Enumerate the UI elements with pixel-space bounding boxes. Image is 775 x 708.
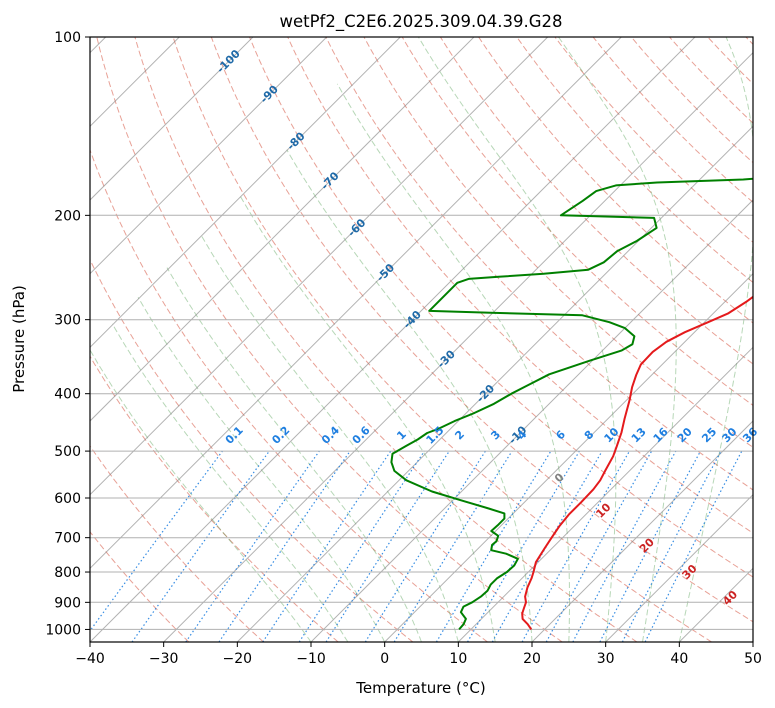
x-tick-label: −10 xyxy=(296,651,326,667)
isotherm-line xyxy=(90,37,401,349)
moist-adiabat-line xyxy=(90,349,312,642)
dry-adiabat-line xyxy=(90,445,264,642)
isotherm-line xyxy=(90,37,549,496)
dry-adiabat-line xyxy=(249,37,753,578)
dry-adiabat-line xyxy=(325,37,753,491)
isotherm-line xyxy=(90,37,696,642)
mixing-ratio-line xyxy=(521,450,631,642)
mixing-ratio-line xyxy=(644,450,743,642)
y-tick-label: 900 xyxy=(54,595,81,611)
dewpoint-line xyxy=(390,177,753,631)
x-axis: −40 −30 −20 −10 0 10 20 30 40 50 xyxy=(75,642,762,667)
y-axis: 100 200 300 400 500 600 700 800 900 1000 xyxy=(45,30,90,638)
isotherm-line xyxy=(163,51,753,642)
dry-adiabat-line xyxy=(90,148,488,642)
dry-adiabat-line xyxy=(96,37,563,642)
moist-adiabat-line xyxy=(239,195,496,642)
dry-adiabat-line xyxy=(439,37,753,365)
isotherm-line xyxy=(384,272,753,642)
y-tick-label: 500 xyxy=(54,444,81,460)
y-tick-label: 600 xyxy=(54,491,81,507)
x-tick-label: 0 xyxy=(380,651,389,667)
profile-series xyxy=(390,177,753,631)
y-tick-label: 300 xyxy=(54,313,81,329)
mixing-ratio-line xyxy=(545,450,653,642)
moist-adiabat-line xyxy=(678,37,753,642)
isotherm-line xyxy=(90,37,475,422)
plot-frame xyxy=(89,36,754,643)
y-tick-label: 200 xyxy=(54,208,81,224)
dry-adiabat-line xyxy=(210,37,753,623)
moist-adiabat-line xyxy=(558,37,677,642)
mixing-ratio-line xyxy=(298,450,425,642)
dry-adiabat-line xyxy=(516,37,753,284)
y-tick-label: 100 xyxy=(54,30,81,46)
isotherm-line xyxy=(310,199,753,642)
y-axis-title: Pressure (hPa) xyxy=(10,285,28,393)
x-axis-title: Temperature (°C) xyxy=(355,679,485,697)
mixing-ratio-line xyxy=(393,450,513,642)
isotherm-line xyxy=(90,37,328,275)
isotherm-line xyxy=(90,37,254,201)
dry-adiabat-line xyxy=(134,37,638,642)
x-tick-label: −20 xyxy=(223,651,253,667)
mixing-ratio-line xyxy=(325,450,450,642)
pressure-gridlines xyxy=(90,37,753,630)
isotherm-line xyxy=(531,420,753,642)
x-tick-label: 40 xyxy=(670,651,688,667)
mixing-ratio-line xyxy=(131,450,270,642)
y-tick-label: 800 xyxy=(54,565,81,581)
mixing-ratio-line xyxy=(185,450,320,642)
isotherm-line xyxy=(236,125,753,642)
x-tick-label: 30 xyxy=(597,651,615,667)
background-lines xyxy=(90,37,753,642)
chart-title: wetPf2_C2E6.2025.309.04.39.G28 xyxy=(279,12,562,32)
x-tick-label: −40 xyxy=(75,651,105,667)
mixing-ratio-line xyxy=(262,450,392,642)
mixing-ratio-line xyxy=(90,450,223,632)
mixing-ratio-line xyxy=(218,450,351,642)
x-tick-label: −30 xyxy=(149,651,179,667)
moist-adiabat-line xyxy=(199,233,459,642)
dry-adiabat-line xyxy=(401,37,753,406)
x-tick-label: 20 xyxy=(523,651,541,667)
isotherm-line xyxy=(90,37,622,570)
y-tick-label: 1000 xyxy=(45,622,81,638)
y-tick-label: 700 xyxy=(54,531,81,547)
isotherm-line xyxy=(605,493,753,642)
temperature-line xyxy=(521,295,753,630)
isotherm-line xyxy=(457,346,753,642)
dry-adiabat-line xyxy=(90,355,339,642)
x-tick-label: 10 xyxy=(449,651,467,667)
moist-adiabat-line xyxy=(336,83,570,642)
mixing-ratio-line xyxy=(572,450,677,642)
moist-adiabat-line xyxy=(166,267,422,642)
x-tick-label: 50 xyxy=(744,651,762,667)
moist-adiabat-line xyxy=(417,37,617,642)
moist-adiabat-line xyxy=(137,297,386,642)
dry-adiabat-line xyxy=(90,531,190,642)
y-tick-label: 400 xyxy=(54,387,81,403)
